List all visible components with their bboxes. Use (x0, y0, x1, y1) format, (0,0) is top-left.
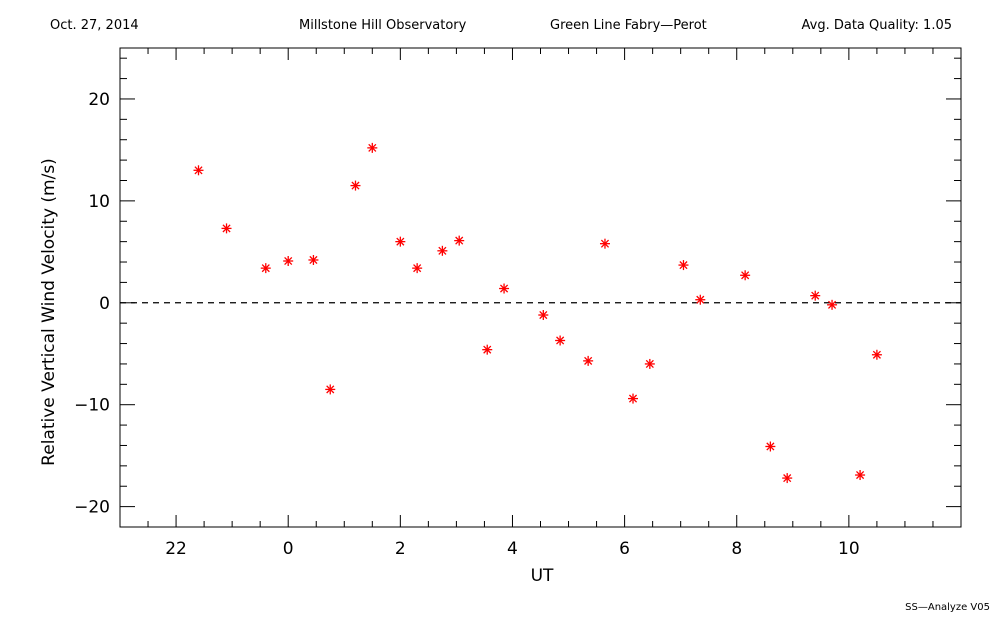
data-point (782, 473, 793, 484)
x-tick-label: 22 (165, 539, 187, 559)
header-date: Oct. 27, 2014 (50, 18, 139, 33)
x-tick-label: 8 (731, 539, 742, 559)
data-point (499, 283, 510, 294)
data-point (695, 294, 706, 305)
header-quality: Avg. Data Quality: 1.05 (801, 18, 952, 33)
y-tick-label: −10 (74, 396, 110, 416)
data-point (454, 235, 465, 246)
data-point (283, 256, 294, 267)
header-observatory: Millstone Hill Observatory (299, 18, 467, 33)
data-point (260, 263, 271, 274)
data-point (395, 236, 406, 247)
data-point (871, 349, 882, 360)
y-tick-label: −20 (74, 498, 110, 518)
x-tick-label: 4 (507, 539, 518, 559)
y-tick-label: 20 (88, 90, 110, 110)
x-axis-label: UT (531, 566, 554, 586)
data-point (538, 310, 549, 321)
data-point (628, 393, 639, 404)
data-point (555, 335, 566, 346)
data-point (412, 263, 423, 274)
x-tick-label: 6 (619, 539, 630, 559)
x-tick-label: 10 (838, 539, 860, 559)
data-point (193, 165, 204, 176)
axes: 22 0 2 4 6 8 10 −20 −10 0 10 20 (74, 47, 962, 559)
x-tick-label: 2 (395, 539, 406, 559)
data-point (350, 180, 361, 191)
y-axis-label: Relative Vertical Wind Velocity (m/s) (39, 158, 59, 466)
x-tick-label: 0 (283, 539, 294, 559)
data-point (810, 290, 821, 301)
data-point (765, 441, 776, 452)
data-points (193, 142, 882, 484)
data-point (599, 238, 610, 249)
data-point (740, 270, 751, 281)
data-point (325, 384, 336, 395)
data-point (583, 355, 594, 366)
y-tick-label: 0 (99, 294, 110, 314)
data-point (367, 142, 378, 153)
data-point (678, 260, 689, 271)
data-point (855, 470, 866, 481)
plot-frame (119, 47, 962, 528)
y-tick-label: 10 (88, 192, 110, 212)
data-point (437, 245, 448, 256)
software-version: SS—Analyze V05 (905, 602, 990, 613)
data-point (482, 344, 493, 355)
data-point (308, 254, 319, 265)
header-instrument: Green Line Fabry—Perot (550, 18, 707, 33)
data-point (827, 299, 838, 310)
data-point (644, 358, 655, 369)
data-point (221, 223, 232, 234)
